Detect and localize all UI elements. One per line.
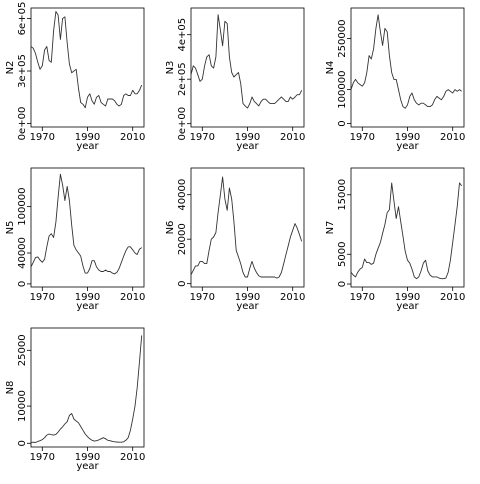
panel-n5: 1970 1990 2010 0 40000 100000 year N5 [5,167,145,312]
y-tick-label: 0 [337,120,348,126]
y-tick-label: 20000 [177,223,188,255]
plot-frame [30,167,145,288]
panel-n2: 1970 1990 2010 0e+00 3e+05 6e+05 year N2 [5,2,145,152]
y-tick-label: 2e+05 [177,62,188,96]
y-tick-label: 4e+05 [177,18,188,52]
x-tick-label: 2010 [280,132,305,143]
panel-n6: 1970 1990 2010 0 20000 40000 year N6 [165,167,305,312]
x-tick-label: 2010 [440,292,465,303]
plot-frame [30,327,145,448]
x-tick-label: 2010 [440,132,465,143]
y-axis-label: N7 [325,221,336,235]
series-line-n2 [30,11,143,109]
y-tick-label: 0e+00 [17,107,28,141]
series-line-n8 [30,335,143,443]
x-tick-label: 1990 [235,292,260,303]
x-axis-label: year [396,141,419,152]
x-tick-label: 2010 [120,452,145,463]
y-tick-label: 40000 [17,237,28,269]
y-tick-label: 100000 [17,188,28,226]
x-axis-label: year [76,301,99,312]
y-tick-label: 5000 [337,242,348,267]
plot-frame [30,7,145,128]
x-axis-label: year [236,301,259,312]
plot-frame [350,7,465,128]
series-line-n3 [190,14,303,109]
plot-frame [190,7,305,128]
y-tick-label: 25000 [17,334,28,366]
y-axis-label: N8 [5,381,16,395]
y-axis-label: N4 [325,61,336,75]
series-line-n5 [30,173,142,275]
x-axis-label: year [236,141,259,152]
y-tick-label: 40000 [177,179,188,211]
x-tick-label: 1990 [235,132,260,143]
x-tick-label: 1990 [75,452,100,463]
y-tick-label: 250000 [337,20,348,58]
y-tick-label: 0 [17,281,28,287]
x-tick-label: 1990 [75,292,100,303]
x-tick-label: 1970 [190,292,215,303]
y-tick-label: 0 [17,440,28,446]
x-tick-label: 1970 [30,132,55,143]
series-line-n6 [190,176,303,279]
y-axis-label: N3 [165,61,176,75]
x-tick-label: 1990 [395,292,420,303]
plot-frame [190,167,305,288]
y-tick-label: 0e+00 [177,107,188,141]
panel-n7: 1970 1990 2010 0 5000 15000 year N7 [325,167,465,312]
x-tick-label: 1970 [30,292,55,303]
plot-frame [350,167,465,288]
y-tick-label: 0 [337,281,348,287]
x-tick-label: 1990 [395,132,420,143]
x-tick-label: 1970 [30,452,55,463]
y-tick-label: 0 [177,280,188,286]
panel-n4: 1970 1990 2010 0 100000 250000 year N4 [325,7,465,152]
y-axis-label: N6 [165,221,176,235]
series-line-n4 [350,14,462,109]
y-tick-label: 6e+05 [17,2,28,36]
panel-n3: 1970 1990 2010 0e+00 2e+05 4e+05 year N3 [165,7,305,152]
x-axis-label: year [76,461,99,472]
y-axis-label: N5 [5,221,16,235]
x-axis-label: year [396,301,419,312]
x-axis-label: year [76,141,99,152]
y-tick-label: 15000 [337,179,348,211]
y-tick-label: 100000 [337,71,348,109]
y-tick-label: 10000 [17,390,28,422]
y-tick-label: 3e+05 [17,54,28,88]
x-tick-label: 2010 [280,292,305,303]
y-axis-label: N2 [5,61,16,75]
series-line-n7 [350,182,463,280]
x-tick-label: 1970 [350,132,375,143]
x-tick-label: 2010 [120,132,145,143]
panel-n8: 1970 1990 2010 0 10000 25000 year N8 [5,327,145,472]
x-tick-label: 2010 [120,292,145,303]
x-tick-label: 1990 [75,132,100,143]
x-tick-label: 1970 [350,292,375,303]
x-tick-label: 1970 [190,132,215,143]
